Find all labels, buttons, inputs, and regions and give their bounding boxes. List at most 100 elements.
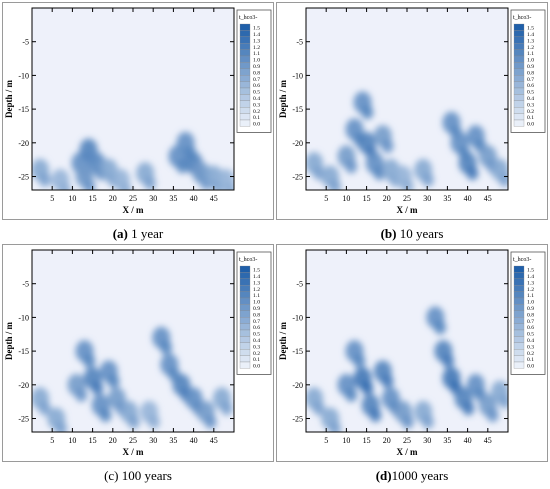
legend-label: 0.2 xyxy=(253,109,260,115)
legend-label: 0.4 xyxy=(253,96,260,102)
x-tick-label: 25 xyxy=(403,436,411,445)
y-tick-label: -25 xyxy=(292,173,303,182)
y-axis-label: Depth / m xyxy=(4,321,14,360)
legend-label: 0.0 xyxy=(253,364,260,370)
legend-label: 0.2 xyxy=(527,351,534,357)
y-tick-label: -10 xyxy=(18,71,29,80)
concentration-cell xyxy=(220,401,233,416)
x-tick-label: 45 xyxy=(210,194,218,203)
legend-label: 1.5 xyxy=(527,268,534,274)
legend-swatch xyxy=(513,113,525,121)
caption-tag: (c) xyxy=(104,468,119,483)
legend-label: 1.2 xyxy=(253,287,260,293)
x-tick-label: 25 xyxy=(129,194,137,203)
y-tick-label: -5 xyxy=(22,38,29,47)
legend-swatch xyxy=(239,272,251,279)
x-tick-label: 45 xyxy=(210,436,218,445)
x-tick-label: 15 xyxy=(363,436,371,445)
y-tick-label: -5 xyxy=(22,280,29,289)
legend-title: t_hco3- xyxy=(513,257,531,263)
legend-swatch xyxy=(239,100,251,108)
x-tick-label: 15 xyxy=(89,436,97,445)
y-tick-label: -5 xyxy=(296,280,303,289)
legend-label: 1.4 xyxy=(527,274,534,280)
legend-title: t_hco3- xyxy=(239,15,257,21)
legend-label: 0.9 xyxy=(253,64,260,70)
legend-swatch xyxy=(513,278,525,286)
y-tick-label: -20 xyxy=(18,139,29,148)
legend-label: 0.8 xyxy=(527,312,534,318)
concentration-cell xyxy=(401,179,414,190)
heatmap-chart: 5 10 15 20 25 30 35 40 45 -5 -10 -15 -20 -25 X / m Dept… xyxy=(276,2,548,220)
legend-swatch xyxy=(513,36,525,44)
legend-swatch xyxy=(513,100,525,108)
legend-label: 0.7 xyxy=(527,319,534,325)
x-tick-label: 40 xyxy=(190,436,198,445)
legend-swatch xyxy=(239,291,251,299)
field-layer xyxy=(32,131,234,190)
legend-swatch xyxy=(513,336,525,343)
legend-label: 1.1 xyxy=(527,293,534,299)
legend-label: 1.0 xyxy=(527,58,534,64)
concentration-cell xyxy=(127,414,140,429)
legend-label: 0.8 xyxy=(253,312,260,318)
legend-title: t_hco3- xyxy=(513,15,531,21)
x-tick-label: 20 xyxy=(383,194,391,203)
concentration-cell xyxy=(462,401,475,416)
concentration-cell xyxy=(83,354,96,369)
legend-swatch xyxy=(513,265,525,273)
legend-swatch xyxy=(513,355,525,363)
legend-swatch xyxy=(239,30,251,37)
plot-background xyxy=(306,250,508,432)
legend-label: 1.5 xyxy=(253,26,260,32)
legend-label: 0.3 xyxy=(527,344,534,350)
y-axis-label: Depth / m xyxy=(278,321,288,360)
caption-text: 1000 years xyxy=(391,468,449,483)
x-tick-label: 10 xyxy=(68,194,76,203)
concentration-cell xyxy=(224,183,234,190)
legend-label: 0.7 xyxy=(253,319,260,325)
x-tick-label: 10 xyxy=(68,436,76,445)
legend-swatch xyxy=(513,30,525,37)
legend-label: 1.0 xyxy=(253,58,260,64)
legend-swatch xyxy=(513,75,525,82)
legend-swatch xyxy=(513,55,525,63)
legend-label: 0.5 xyxy=(253,90,260,96)
concentration-cell xyxy=(160,340,173,355)
legend-label: 1.0 xyxy=(253,300,260,306)
legend-label: 0.1 xyxy=(527,357,534,363)
legend-label: 0.7 xyxy=(253,77,260,83)
x-tick-label: 20 xyxy=(383,436,391,445)
legend-label: 0.2 xyxy=(527,109,534,115)
legend-swatch xyxy=(513,23,525,31)
x-tick-label: 30 xyxy=(423,436,431,445)
caption-text: 1 year xyxy=(127,226,164,241)
y-tick-label: -20 xyxy=(292,139,303,148)
legend-label: 0.5 xyxy=(527,332,534,338)
x-tick-label: 45 xyxy=(484,194,492,203)
concentration-cell xyxy=(369,408,382,423)
x-tick-label: 20 xyxy=(109,436,117,445)
concentration-cell xyxy=(422,172,435,187)
y-tick-label: -15 xyxy=(292,347,303,356)
legend-title: t_hco3- xyxy=(239,257,257,263)
legend-label: 0.6 xyxy=(253,83,260,89)
y-tick-label: -25 xyxy=(18,415,29,424)
legend-swatch xyxy=(239,304,251,311)
legend-label: 1.2 xyxy=(527,45,534,51)
legend-label: 0.1 xyxy=(253,115,260,121)
legend-swatch xyxy=(513,342,525,350)
legend-label: 1.0 xyxy=(527,300,534,306)
x-tick-label: 40 xyxy=(464,194,472,203)
panel-a: 5 10 15 20 25 30 35 40 45 -5 -10 -15 -20 -25 X / m Dept… xyxy=(2,2,274,220)
x-axis-label: X / m xyxy=(397,205,419,215)
legend-label: 1.1 xyxy=(253,51,260,57)
legend-label: 1.1 xyxy=(253,293,260,299)
legend-label: 0.8 xyxy=(527,70,534,76)
panel-c: 5 10 15 20 25 30 35 40 45 -5 -10 -15 -20 -25 X / m Dept… xyxy=(2,244,274,462)
concentration-cell xyxy=(498,394,508,409)
legend-swatch xyxy=(239,355,251,363)
legend-label: 0.9 xyxy=(253,306,260,312)
concentration-cell xyxy=(422,414,435,429)
y-tick-label: -10 xyxy=(292,313,303,322)
